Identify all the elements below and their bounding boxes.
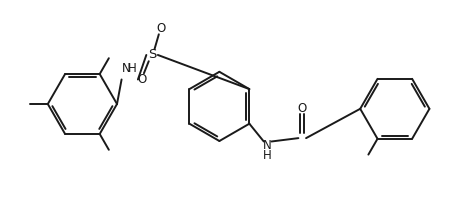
- Text: N: N: [263, 139, 272, 152]
- Text: N: N: [121, 62, 130, 75]
- Text: O: O: [156, 22, 165, 35]
- Text: O: O: [137, 73, 146, 85]
- Text: S: S: [148, 48, 156, 62]
- Text: H: H: [128, 62, 136, 75]
- Text: O: O: [298, 102, 307, 115]
- Text: H: H: [263, 149, 272, 162]
